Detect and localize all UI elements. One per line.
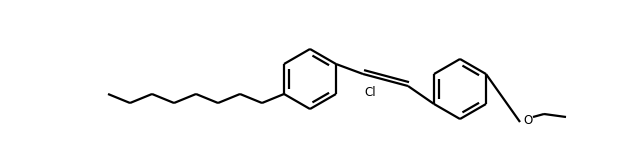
Text: O: O xyxy=(524,113,532,126)
Text: Cl: Cl xyxy=(364,86,376,99)
